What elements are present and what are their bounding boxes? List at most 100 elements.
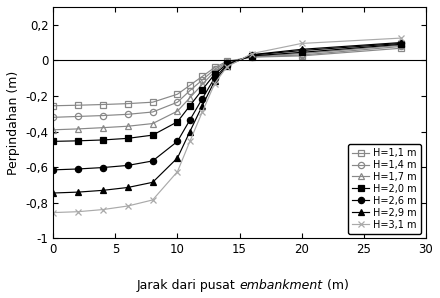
Y-axis label: Perpindahan (m): Perpindahan (m) — [7, 71, 20, 175]
H=1,1 m — [224, 60, 230, 63]
Text: embankment: embankment — [239, 279, 323, 292]
H=1,7 m — [51, 128, 56, 132]
Legend: H=1,1 m, H=1,4 m, H=1,7 m, H=2,0 m, H=2,6 m, H=2,9 m, H=3,1 m: H=1,1 m, H=1,4 m, H=1,7 m, H=2,0 m, H=2,… — [348, 144, 421, 234]
Text: Jarak dari pusat: Jarak dari pusat — [137, 279, 239, 292]
H=2,0 m — [175, 120, 180, 124]
H=1,1 m — [398, 46, 403, 50]
H=2,0 m — [224, 62, 230, 66]
H=1,4 m — [299, 53, 304, 57]
H=2,6 m — [212, 76, 217, 80]
H=2,6 m — [100, 166, 106, 169]
H=1,1 m — [200, 74, 205, 78]
H=3,1 m — [398, 36, 403, 40]
H=3,1 m — [299, 42, 304, 45]
H=3,1 m — [212, 82, 217, 85]
H=2,0 m — [150, 133, 155, 137]
H=1,7 m — [249, 55, 255, 58]
H=2,0 m — [398, 43, 403, 46]
H=1,7 m — [299, 52, 304, 55]
H=2,0 m — [200, 88, 205, 91]
H=1,1 m — [175, 92, 180, 96]
H=1,1 m — [100, 103, 106, 106]
H=2,9 m — [76, 190, 81, 194]
H=2,0 m — [299, 51, 304, 54]
H=1,4 m — [249, 55, 255, 59]
H=1,7 m — [76, 127, 81, 131]
H=2,9 m — [150, 181, 155, 184]
H=2,6 m — [175, 139, 180, 143]
H=3,1 m — [175, 170, 180, 173]
Line: H=2,6 m: H=2,6 m — [50, 40, 404, 173]
H=1,1 m — [299, 54, 304, 58]
H=2,9 m — [224, 64, 230, 67]
H=2,6 m — [76, 167, 81, 171]
H=1,4 m — [200, 78, 205, 82]
H=1,1 m — [76, 103, 81, 107]
Line: H=2,9 m: H=2,9 m — [50, 39, 404, 196]
H=2,6 m — [398, 42, 403, 45]
H=3,1 m — [224, 65, 230, 68]
H=1,1 m — [187, 83, 193, 87]
H=1,1 m — [51, 104, 56, 108]
Line: H=3,1 m: H=3,1 m — [50, 35, 404, 216]
H=1,7 m — [125, 125, 131, 128]
H=1,7 m — [100, 126, 106, 129]
H=2,0 m — [249, 54, 255, 58]
H=2,0 m — [187, 104, 193, 108]
H=3,1 m — [76, 210, 81, 213]
H=1,7 m — [200, 83, 205, 86]
H=1,4 m — [212, 67, 217, 71]
H=1,7 m — [398, 44, 403, 47]
H=1,1 m — [212, 66, 217, 69]
H=2,6 m — [150, 159, 155, 163]
H=2,0 m — [125, 136, 131, 140]
H=2,6 m — [224, 63, 230, 66]
H=2,9 m — [187, 130, 193, 134]
H=3,1 m — [200, 110, 205, 114]
H=2,6 m — [51, 168, 56, 172]
H=1,4 m — [224, 60, 230, 64]
H=2,0 m — [51, 139, 56, 143]
H=1,1 m — [249, 55, 255, 59]
Text: embankment: embankment — [239, 279, 323, 292]
H=1,4 m — [76, 115, 81, 118]
H=1,7 m — [212, 70, 217, 73]
H=1,7 m — [224, 61, 230, 65]
H=2,0 m — [76, 139, 81, 143]
H=1,4 m — [125, 113, 131, 116]
H=1,7 m — [175, 109, 180, 113]
H=2,6 m — [200, 97, 205, 100]
H=1,7 m — [150, 122, 155, 125]
H=3,1 m — [125, 204, 131, 208]
H=2,9 m — [125, 186, 131, 189]
Line: H=1,1 m: H=1,1 m — [50, 45, 404, 109]
H=2,9 m — [175, 156, 180, 160]
H=2,6 m — [249, 53, 255, 57]
H=2,6 m — [125, 164, 131, 167]
H=2,9 m — [212, 79, 217, 83]
H=2,6 m — [299, 49, 304, 52]
Line: H=2,0 m: H=2,0 m — [50, 41, 404, 145]
H=2,9 m — [51, 191, 56, 195]
H=1,4 m — [187, 89, 193, 92]
H=3,1 m — [249, 52, 255, 55]
H=2,0 m — [212, 72, 217, 76]
H=1,4 m — [175, 100, 180, 104]
H=3,1 m — [187, 139, 193, 143]
H=2,6 m — [187, 118, 193, 122]
H=3,1 m — [150, 198, 155, 202]
Text: (m): (m) — [323, 279, 348, 292]
H=2,9 m — [299, 47, 304, 51]
H=1,7 m — [187, 96, 193, 100]
H=2,9 m — [200, 104, 205, 108]
H=3,1 m — [100, 208, 106, 211]
H=2,9 m — [398, 41, 403, 44]
H=1,1 m — [150, 100, 155, 104]
H=2,9 m — [249, 53, 255, 56]
H=1,1 m — [125, 102, 131, 105]
H=1,4 m — [100, 114, 106, 117]
H=1,4 m — [398, 45, 403, 48]
H=2,0 m — [100, 138, 106, 142]
Line: H=1,4 m: H=1,4 m — [50, 43, 404, 120]
H=1,4 m — [51, 116, 56, 119]
